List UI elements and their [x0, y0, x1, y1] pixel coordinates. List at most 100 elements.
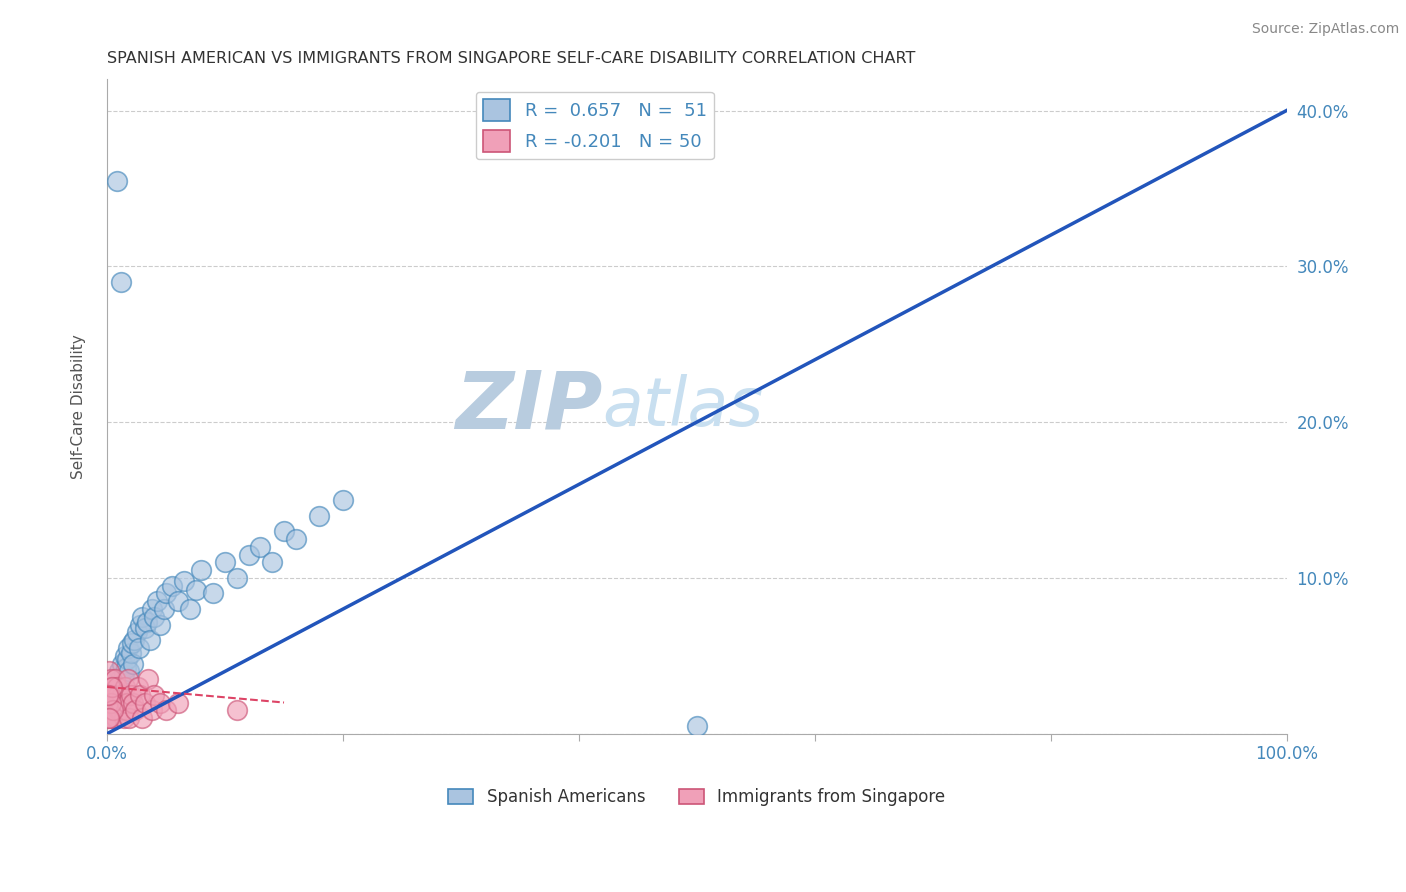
Point [160, 579, 183, 593]
Point [129, 617, 152, 632]
Point [118, 665, 141, 679]
Point [103, 703, 125, 717]
Point [101, 696, 124, 710]
Point [111, 657, 134, 671]
Point [110, 275, 132, 289]
Point [98, 711, 121, 725]
Point [129, 688, 152, 702]
Point [145, 594, 167, 608]
Point [114, 680, 136, 694]
Point [98, 665, 121, 679]
Point [115, 703, 138, 717]
Point [128, 640, 150, 655]
Point [131, 610, 153, 624]
Point [125, 625, 148, 640]
Point [105, 680, 128, 694]
Point [107, 703, 129, 717]
Point [120, 646, 142, 660]
Point [110, 696, 132, 710]
Point [149, 696, 172, 710]
Point [121, 636, 143, 650]
Point [143, 688, 166, 702]
Point [97, 688, 120, 702]
Point [101, 711, 124, 725]
Point [225, 571, 247, 585]
Point [190, 563, 212, 577]
Point [117, 672, 139, 686]
Point [112, 667, 135, 681]
Point [262, 555, 284, 569]
Point [100, 688, 122, 702]
Point [114, 648, 136, 663]
Point [104, 696, 127, 710]
Point [97, 703, 120, 717]
Point [103, 688, 125, 702]
Point [127, 680, 149, 694]
Point [115, 652, 138, 666]
Point [179, 602, 201, 616]
Point [97, 696, 120, 710]
Point [108, 696, 131, 710]
Point [108, 703, 131, 717]
Point [120, 688, 142, 702]
Point [105, 696, 128, 710]
Point [155, 586, 177, 600]
Point [134, 621, 156, 635]
Point [122, 633, 145, 648]
Text: Source: ZipAtlas.com: Source: ZipAtlas.com [1251, 22, 1399, 37]
Point [225, 703, 247, 717]
Point [100, 703, 122, 717]
Point [100, 696, 122, 710]
Point [166, 696, 188, 710]
Point [131, 711, 153, 725]
Point [124, 703, 146, 717]
Point [134, 696, 156, 710]
Point [105, 173, 128, 187]
Point [108, 665, 131, 679]
Point [104, 711, 127, 725]
Legend: Spanish Americans, Immigrants from Singapore: Spanish Americans, Immigrants from Singa… [441, 781, 952, 813]
Point [104, 672, 127, 686]
Point [97, 680, 120, 694]
Point [136, 615, 159, 629]
Point [122, 696, 145, 710]
Point [141, 703, 163, 717]
Point [103, 692, 125, 706]
Point [166, 594, 188, 608]
Point [308, 508, 330, 523]
Point [184, 583, 207, 598]
Point [138, 633, 160, 648]
Point [103, 703, 125, 717]
Point [141, 602, 163, 616]
Point [101, 680, 124, 694]
Point [100, 672, 122, 686]
Point [112, 711, 135, 725]
Point [202, 586, 225, 600]
Point [152, 602, 174, 616]
Point [284, 532, 307, 546]
Point [249, 540, 271, 554]
Point [173, 574, 195, 588]
Point [98, 688, 121, 702]
Point [143, 610, 166, 624]
Point [97, 711, 120, 725]
Y-axis label: Self-Care Disability: Self-Care Disability [72, 334, 86, 479]
Point [332, 493, 354, 508]
Text: ZIP: ZIP [456, 368, 603, 445]
Point [107, 688, 129, 702]
Point [149, 617, 172, 632]
Point [118, 711, 141, 725]
Point [104, 688, 127, 702]
Point [98, 703, 121, 717]
Point [117, 640, 139, 655]
Point [686, 719, 709, 733]
Point [101, 711, 124, 725]
Point [101, 680, 124, 694]
Point [111, 688, 134, 702]
Point [115, 661, 138, 675]
Text: SPANISH AMERICAN VS IMMIGRANTS FROM SINGAPORE SELF-CARE DISABILITY CORRELATION C: SPANISH AMERICAN VS IMMIGRANTS FROM SING… [107, 51, 915, 66]
Point [214, 555, 236, 569]
Point [115, 696, 138, 710]
Point [155, 703, 177, 717]
Point [101, 696, 124, 710]
